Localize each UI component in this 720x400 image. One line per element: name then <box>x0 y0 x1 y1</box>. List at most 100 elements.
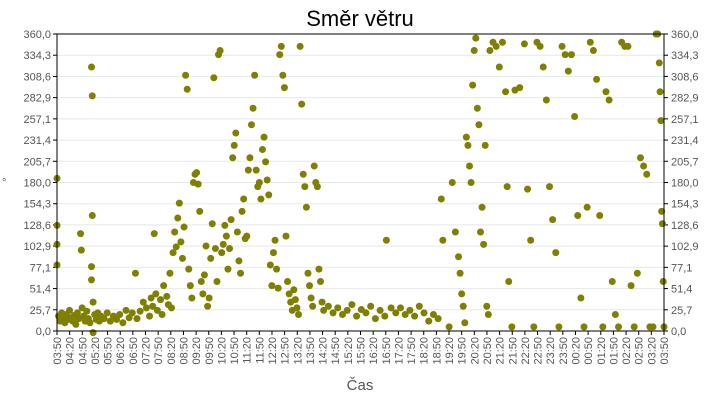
x-tick-label: 07:20 <box>141 337 153 365</box>
x-tick-label: 16:50 <box>381 337 393 365</box>
data-point <box>202 242 210 250</box>
data-point <box>473 104 481 112</box>
x-tick-label: 03:50 <box>659 337 671 365</box>
data-point <box>262 158 270 166</box>
data-point <box>315 265 323 273</box>
y-tick-label: 231,4 <box>671 135 699 147</box>
y-tick-label: 205,7 <box>23 156 51 168</box>
y-tick-label: 0,0 <box>671 326 686 338</box>
data-point <box>301 183 309 191</box>
data-point <box>280 84 288 92</box>
data-point <box>659 278 667 285</box>
data-point <box>640 162 648 170</box>
data-point <box>627 282 635 290</box>
data-point <box>211 245 219 252</box>
y-tick-label: 334,3 <box>23 50 51 62</box>
data-point <box>160 282 168 290</box>
y-tick-label: 0,0 <box>36 326 51 338</box>
data-point <box>169 249 177 257</box>
x-tick-label: 05:50 <box>103 337 115 365</box>
data-point <box>302 203 310 211</box>
x-tick-label: 21:50 <box>507 337 519 365</box>
data-point <box>304 269 312 277</box>
chart-title: Směr větru <box>306 6 414 31</box>
data-point <box>273 265 281 273</box>
data-point <box>158 311 166 318</box>
x-tick-label: 18:50 <box>431 337 443 365</box>
data-point <box>495 63 503 71</box>
data-point <box>197 278 205 285</box>
data-point <box>458 290 466 298</box>
data-point <box>396 304 404 312</box>
x-tick-label: 17:50 <box>406 337 418 365</box>
data-point <box>285 290 293 298</box>
y-tick-label: 102,9 <box>671 241 699 253</box>
y-axis-label: ° <box>2 177 6 189</box>
data-point <box>520 40 528 48</box>
data-point <box>503 183 511 191</box>
data-point <box>232 129 240 137</box>
data-point <box>353 312 361 320</box>
y-tick-label: 334,3 <box>671 50 699 62</box>
y-tick-label: 51,4 <box>671 284 692 296</box>
data-point <box>77 230 85 238</box>
data-point <box>455 253 463 261</box>
x-tick-label: 08:20 <box>166 337 178 365</box>
data-point <box>149 302 157 310</box>
data-point <box>237 269 245 277</box>
x-tick-label: 19:20 <box>444 337 456 365</box>
data-point <box>324 302 332 310</box>
data-point <box>429 311 437 318</box>
data-point <box>153 306 161 314</box>
data-point <box>657 117 665 125</box>
data-point <box>258 146 266 153</box>
y-tick-label: 154,3 <box>671 199 699 211</box>
y-tick-label: 308,6 <box>23 71 51 83</box>
data-point <box>420 309 428 317</box>
data-point <box>577 294 585 302</box>
data-point <box>196 207 204 215</box>
data-point <box>615 323 623 331</box>
data-point <box>461 319 469 327</box>
data-point <box>172 243 180 251</box>
data-point <box>549 216 557 224</box>
x-tick-label: 13:50 <box>305 337 317 365</box>
y-tick-label: 308,6 <box>671 71 699 83</box>
data-point <box>611 311 619 318</box>
data-point <box>406 306 414 314</box>
data-point <box>530 323 538 331</box>
y-tick-label: 360,0 <box>671 29 699 41</box>
y-axis-right: 0,0 25,7 51,4 77,1 102,9 128,6 154,3 180,0 205,7… <box>664 29 699 338</box>
data-point <box>624 42 632 50</box>
data-point <box>567 51 575 59</box>
data-point <box>605 96 613 104</box>
data-point <box>221 221 229 229</box>
y-tick-label: 257,1 <box>23 114 51 126</box>
data-point <box>251 71 259 79</box>
data-point <box>415 302 423 310</box>
y-tick-label: 282,9 <box>671 93 699 105</box>
data-point <box>284 278 292 285</box>
data-point <box>348 301 356 309</box>
data-point <box>166 269 174 277</box>
x-tick-label: 12:20 <box>267 337 279 365</box>
data-point <box>334 304 342 312</box>
data-point <box>216 47 224 54</box>
data-point <box>381 312 389 320</box>
data-point <box>508 323 516 331</box>
x-tick-label: 14:50 <box>330 337 342 365</box>
data-point <box>183 85 191 93</box>
data-point <box>558 42 566 50</box>
data-point <box>260 133 268 141</box>
data-point <box>66 306 74 314</box>
x-tick-label: 22:20 <box>520 337 532 365</box>
data-point <box>116 311 124 318</box>
data-point <box>362 309 370 317</box>
data-point <box>439 236 447 244</box>
x-tick-label: 07:50 <box>153 337 165 365</box>
x-tick-label: 11:20 <box>242 337 254 364</box>
x-tick-label: 02:20 <box>621 337 633 365</box>
data-point <box>266 261 274 269</box>
data-point <box>244 166 252 174</box>
